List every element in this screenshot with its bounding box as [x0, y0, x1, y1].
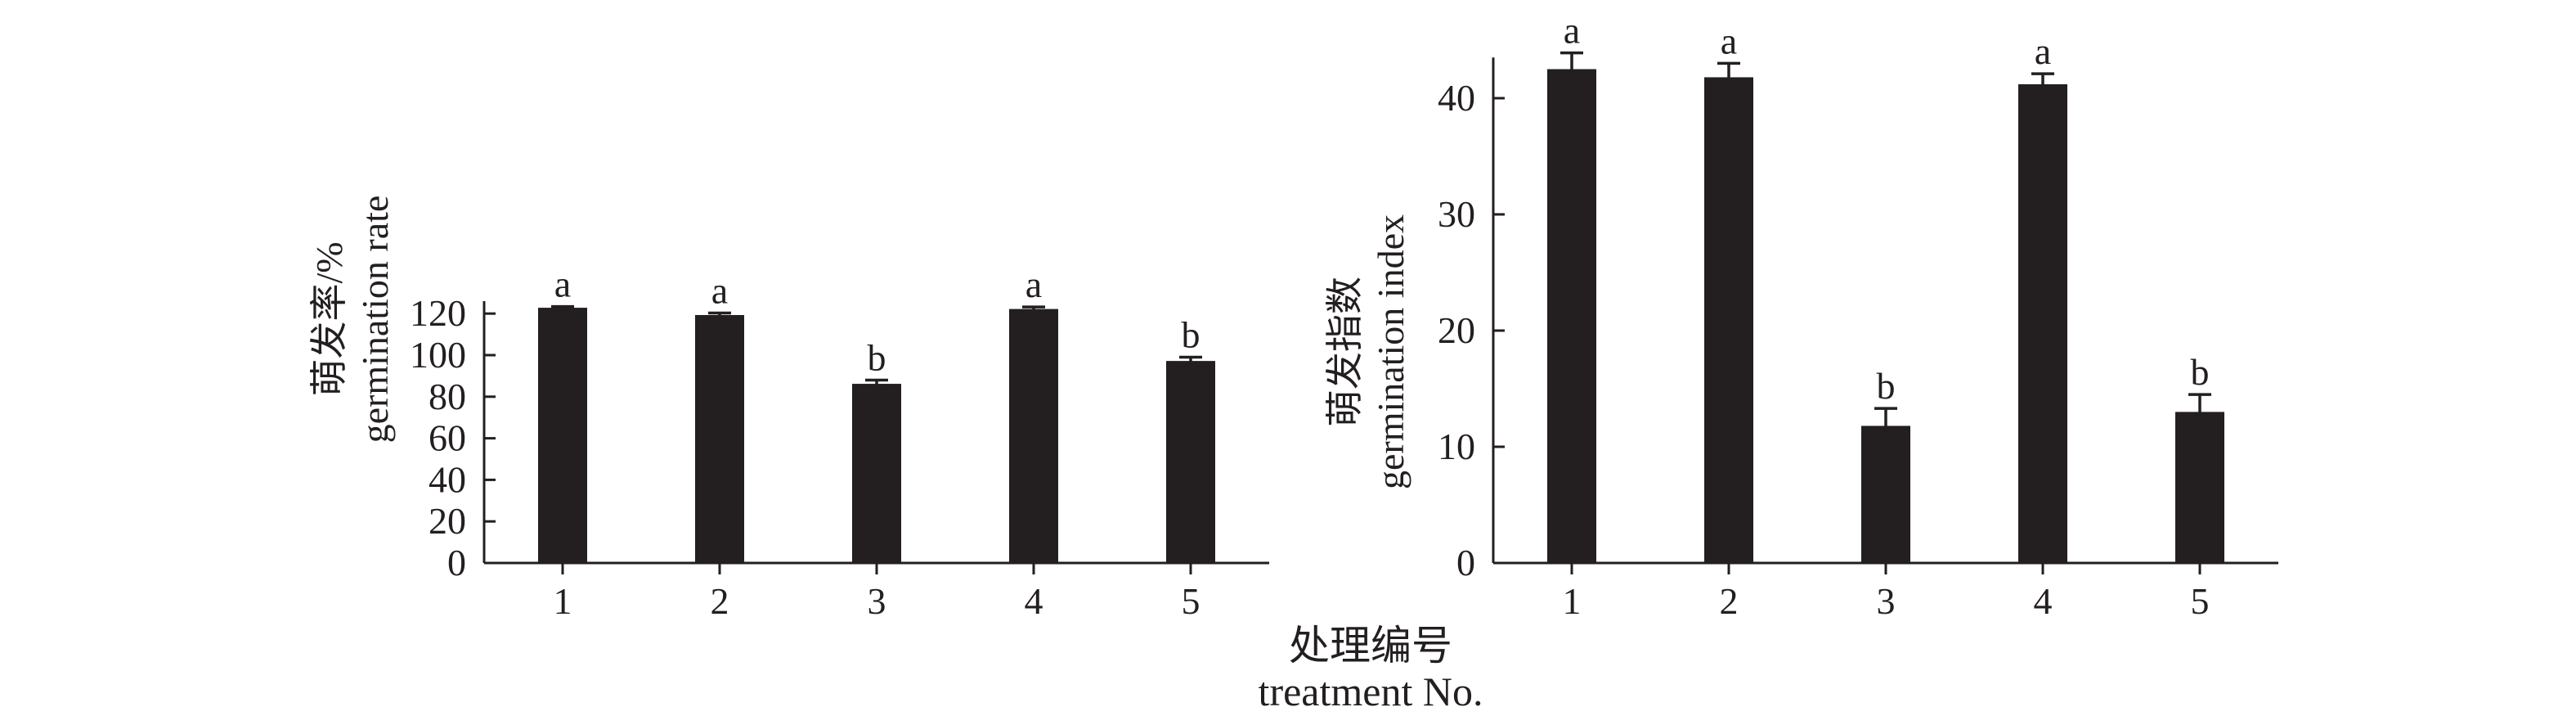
significance-label: a — [711, 269, 728, 311]
y-tick-label: 40 — [429, 458, 466, 500]
x-tick-label: 1 — [554, 580, 572, 622]
significance-label: a — [1721, 20, 1737, 61]
y-tick-label: 0 — [1456, 542, 1475, 583]
x-tick-label: 5 — [1182, 580, 1200, 622]
x-tick-label: 5 — [2191, 580, 2210, 622]
shared-xlabel-cn: 处理编号 — [1289, 623, 1452, 669]
x-tick-label: 3 — [868, 580, 886, 622]
significance-label: b — [1877, 365, 1896, 407]
significance-label: b — [2191, 351, 2210, 393]
x-tick-label: 2 — [711, 580, 729, 622]
bar — [1704, 77, 1753, 563]
significance-label: b — [1182, 314, 1200, 356]
y-tick-label: 120 — [410, 292, 466, 334]
y-tick-label: 60 — [429, 417, 466, 459]
x-tick-label: 4 — [2034, 580, 2053, 622]
y-tick-label: 10 — [1438, 426, 1475, 467]
y-tick-label: 20 — [1438, 309, 1475, 351]
bar — [1547, 69, 1596, 563]
bar — [538, 308, 587, 563]
y-tick-label: 80 — [429, 376, 466, 417]
significance-label: b — [868, 336, 886, 378]
y-tick-label: 20 — [429, 500, 466, 542]
significance-label: a — [1564, 10, 1580, 52]
bar — [695, 314, 744, 563]
x-tick-label: 4 — [1025, 580, 1043, 622]
y-tick-label: 30 — [1438, 193, 1475, 235]
bar — [2175, 412, 2224, 563]
bar — [2018, 83, 2067, 563]
left-ylabel-en: germination rate — [354, 196, 396, 444]
right-ylabel-cn: 萌发指数 — [1324, 277, 1366, 427]
right-ylabel-en: germination index — [1370, 214, 1411, 489]
y-tick-label: 100 — [410, 334, 466, 376]
bar — [1166, 361, 1215, 563]
x-tick-label: 2 — [1720, 580, 1739, 622]
left-ylabel-cn: 萌发率/% — [308, 241, 350, 396]
y-tick-label: 40 — [1438, 77, 1475, 119]
germination-index-chart: 萌发指数 germination index 0 10 20 30 40 1 a 2 a 3 b 4 a… — [1324, 10, 2278, 622]
shared-xlabel-en: treatment No. — [1259, 669, 1483, 714]
bar — [1861, 426, 1910, 563]
significance-label: a — [2035, 30, 2051, 72]
y-tick-label: 0 — [447, 542, 466, 583]
bar — [1009, 308, 1058, 563]
bar — [852, 384, 901, 563]
x-tick-label: 3 — [1877, 580, 1896, 622]
significance-label: a — [554, 263, 571, 305]
significance-label: a — [1025, 263, 1042, 305]
x-tick-label: 1 — [1563, 580, 1582, 622]
